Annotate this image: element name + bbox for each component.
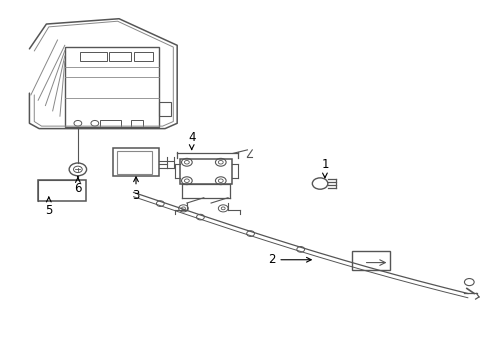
Text: 2: 2: [268, 253, 311, 266]
Bar: [180, 159, 232, 184]
Circle shape: [246, 231, 254, 237]
Bar: [113, 148, 159, 176]
Circle shape: [297, 247, 305, 252]
Bar: [352, 251, 391, 270]
Bar: [65, 47, 159, 127]
Bar: [80, 53, 107, 61]
Text: 3: 3: [132, 177, 140, 202]
Text: 5: 5: [45, 197, 52, 217]
Bar: [38, 180, 86, 201]
Bar: [159, 102, 171, 116]
Circle shape: [156, 201, 164, 206]
Text: 6: 6: [74, 177, 82, 195]
Bar: [117, 151, 151, 174]
Bar: [131, 121, 143, 127]
Text: 1: 1: [321, 158, 329, 178]
Bar: [99, 121, 122, 127]
Text: 4: 4: [188, 131, 196, 150]
Bar: [109, 53, 131, 61]
Circle shape: [196, 214, 204, 220]
Bar: [134, 53, 153, 61]
